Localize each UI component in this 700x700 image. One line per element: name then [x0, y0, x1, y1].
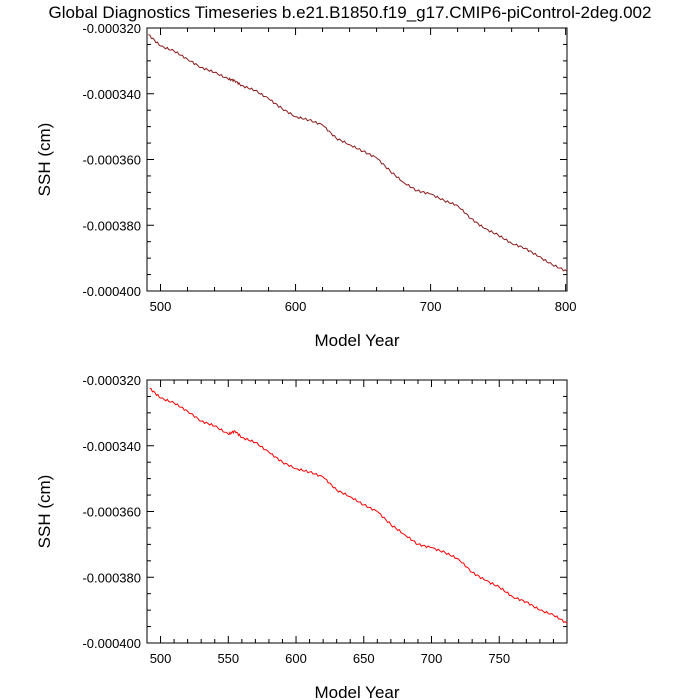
- chart-panel-2: -0.000320 -0.000340 -0.000360 -0.000380 -0.0…: [35, 373, 568, 700]
- y-tick-label: -0.000340: [82, 87, 141, 102]
- y-tick-label: -0.000400: [82, 636, 141, 651]
- y-tick-label: -0.000360: [82, 505, 141, 520]
- chart-panel-1: -0.000320 -0.000340 -0.000360 -0.000380 -0.0…: [35, 21, 577, 350]
- x-tick-label: 600: [285, 651, 307, 666]
- y-tick-label: -0.000320: [82, 373, 141, 388]
- x-axis-label: Model Year: [314, 683, 399, 700]
- x-tick-label: 800: [555, 299, 577, 314]
- x-tick-label: 700: [421, 651, 443, 666]
- series-line-1: [149, 387, 568, 624]
- x-tick-label: 600: [285, 299, 307, 314]
- plot-frame: [146, 379, 568, 644]
- series-line-1: [148, 34, 568, 272]
- x-tick-label: 700: [420, 299, 442, 314]
- y-axis-label: SSH (cm): [35, 475, 54, 549]
- chart-title: Global Diagnostics Timeseries b.e21.B185…: [49, 3, 652, 22]
- plot-frame: [146, 27, 568, 292]
- x-tick-label: 750: [488, 651, 510, 666]
- x-tick-label: 500: [150, 651, 172, 666]
- x-tick-label: 500: [150, 299, 172, 314]
- y-tick-label: -0.000360: [82, 153, 141, 168]
- y-tick-label: -0.000340: [82, 439, 141, 454]
- y-tick-label: -0.000400: [82, 284, 141, 299]
- x-tick-label: 650: [353, 651, 375, 666]
- y-axis-label: SSH (cm): [35, 123, 54, 197]
- y-tick-label: -0.000320: [82, 21, 141, 36]
- y-tick-label: -0.000380: [82, 570, 141, 585]
- x-tick-label: 550: [217, 651, 239, 666]
- x-axis-label: Model Year: [314, 331, 399, 350]
- y-tick-label: -0.000380: [82, 218, 141, 233]
